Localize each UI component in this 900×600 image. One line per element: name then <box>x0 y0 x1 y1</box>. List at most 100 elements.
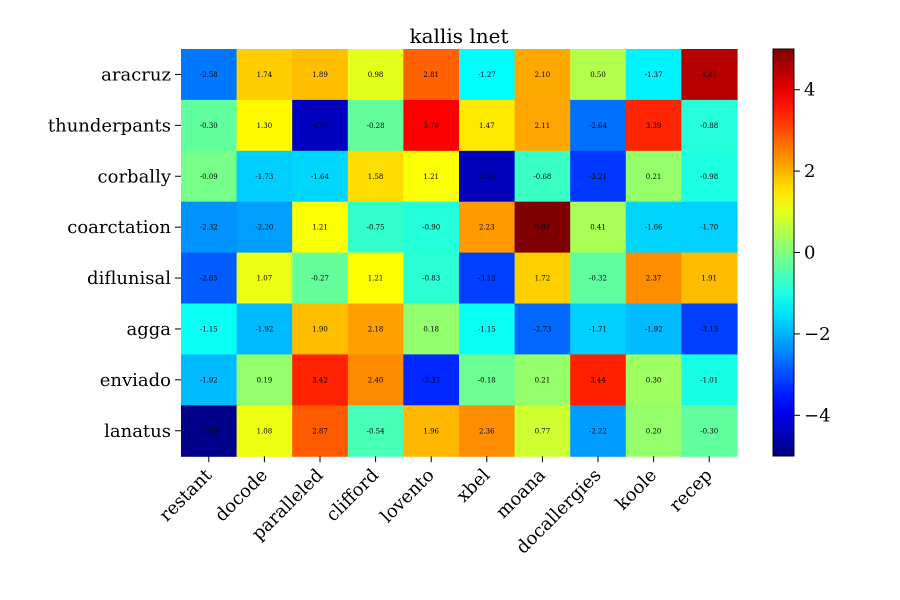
heatmap-cell <box>347 99 404 152</box>
cell-value-label: 3.78 <box>423 122 439 130</box>
row-tick-label: aracruz <box>101 64 171 85</box>
heatmap-cell <box>236 49 293 101</box>
cell-value-label: -0.83 <box>422 275 440 283</box>
heatmap-cell <box>347 49 404 101</box>
row-tick-label: agga <box>126 319 171 340</box>
cell-value-label: 1.21 <box>423 173 439 181</box>
heatmap-cell <box>181 354 238 406</box>
cell-value-label: 1.58 <box>368 173 384 181</box>
heatmap-cell <box>681 150 738 203</box>
heatmap-cell <box>514 354 571 406</box>
heatmap-cell <box>459 354 516 406</box>
row-tick-labels: aracruz thunderpants corbally coarctation di… <box>48 64 181 442</box>
heatmap-cell <box>514 405 571 457</box>
cell-value-label: 1.90 <box>312 325 328 333</box>
heatmap-cell <box>625 303 682 355</box>
heatmap-cell <box>514 150 571 203</box>
cell-value-label: 2.18 <box>368 325 384 333</box>
heatmap-cell <box>625 99 682 152</box>
cell-value-label: -1.27 <box>478 71 496 79</box>
heatmap-cell <box>292 405 349 457</box>
cell-value-label: -1.92 <box>645 325 663 333</box>
column-tick-label: restant <box>155 464 217 526</box>
cell-value-label: -0.54 <box>367 427 385 435</box>
cell-value-label: 0.21 <box>646 173 662 181</box>
heatmap-cell <box>514 49 571 101</box>
cell-value-label: -0.90 <box>422 224 440 232</box>
cell-value-label: 0.41 <box>590 224 606 232</box>
heatmap-cell <box>181 99 238 152</box>
cell-value-label: 0.50 <box>590 71 606 79</box>
heatmap-cell <box>347 252 404 305</box>
heatmap-cell <box>459 99 516 152</box>
cell-value-label: 4.47 <box>701 71 717 79</box>
cell-value-label: -4.44 <box>478 173 496 181</box>
heatmap-cell <box>236 150 293 203</box>
cell-value-label: 2.23 <box>479 224 495 232</box>
heatmap-cell <box>236 354 293 406</box>
cell-value-label: 2.87 <box>312 427 328 435</box>
cell-value-label: -2.58 <box>200 71 218 79</box>
colorbar: −4 −2 0 2 4 <box>772 48 831 457</box>
heatmap-cell <box>514 303 571 355</box>
cell-value-label: 2.36 <box>479 427 495 435</box>
heatmap-cell <box>403 354 460 406</box>
heatmap-cell <box>403 99 460 152</box>
cell-value-label: 1.96 <box>423 427 439 435</box>
cell-value-label: -0.68 <box>533 173 551 181</box>
cell-value-label: 1.89 <box>312 71 328 79</box>
cell-value-label: -0.88 <box>700 122 718 130</box>
column-tick-label: lovento <box>376 465 438 527</box>
heatmap-cell <box>459 201 516 254</box>
heatmap-cell <box>181 201 238 254</box>
heatmap-cells <box>181 49 738 457</box>
heatmap-cell <box>681 405 738 457</box>
cell-value-label: 0.18 <box>423 325 439 333</box>
row-tick-label: enviado <box>100 370 171 391</box>
heatmap-cell <box>625 405 682 457</box>
heatmap-cell <box>514 99 571 152</box>
column-tick-label: koole <box>612 465 661 514</box>
cell-value-label: -0.98 <box>700 173 718 181</box>
heatmap-cell <box>347 405 404 457</box>
cell-value-label: 3.42 <box>312 376 328 384</box>
cell-value-label: -1.71 <box>589 325 607 333</box>
heatmap-cell <box>459 303 516 355</box>
cell-value-label: 5.07 <box>535 224 551 232</box>
cell-value-label: -1.92 <box>200 376 218 384</box>
heatmap-cell <box>570 49 627 101</box>
heatmap-cell <box>459 150 516 203</box>
heatmap-cell <box>236 303 293 355</box>
heatmap-cell <box>403 303 460 355</box>
heatmap-cell <box>625 201 682 254</box>
cell-value-label: -1.15 <box>478 325 496 333</box>
cell-value-label: -1.92 <box>255 325 273 333</box>
heatmap-cell <box>570 201 627 254</box>
cell-value-label: -4.37 <box>311 122 329 130</box>
cell-value-label: -2.32 <box>200 224 218 232</box>
cell-value-label: -0.09 <box>200 173 218 181</box>
heatmap-cell <box>403 49 460 101</box>
cell-value-label: 1.30 <box>257 122 273 130</box>
heatmap-cell <box>236 99 293 152</box>
cell-value-label: 2.81 <box>423 71 439 79</box>
cell-value-label: 1.72 <box>535 275 551 283</box>
heatmap-cell <box>681 99 738 152</box>
cell-value-label: -3.13 <box>700 325 718 333</box>
heatmap-cell <box>292 303 349 355</box>
cell-value-label: 0.30 <box>646 376 662 384</box>
heatmap-cell <box>681 252 738 305</box>
cell-value-label: -1.37 <box>645 71 663 79</box>
cell-value-label: -0.32 <box>589 275 607 283</box>
cell-value-label: -2.85 <box>200 275 218 283</box>
row-tick-label: diflunisal <box>87 268 171 289</box>
heatmap-cell <box>459 405 516 457</box>
heatmap-cell <box>403 201 460 254</box>
cell-value-label: -4.89 <box>200 427 218 435</box>
cell-value-label: -0.18 <box>478 376 496 384</box>
heatmap-cell <box>625 49 682 101</box>
heatmap-cell <box>292 49 349 101</box>
heatmap-cell <box>681 49 738 101</box>
colorbar-tick-label: −4 <box>804 405 831 426</box>
heatmap-cell <box>292 150 349 203</box>
